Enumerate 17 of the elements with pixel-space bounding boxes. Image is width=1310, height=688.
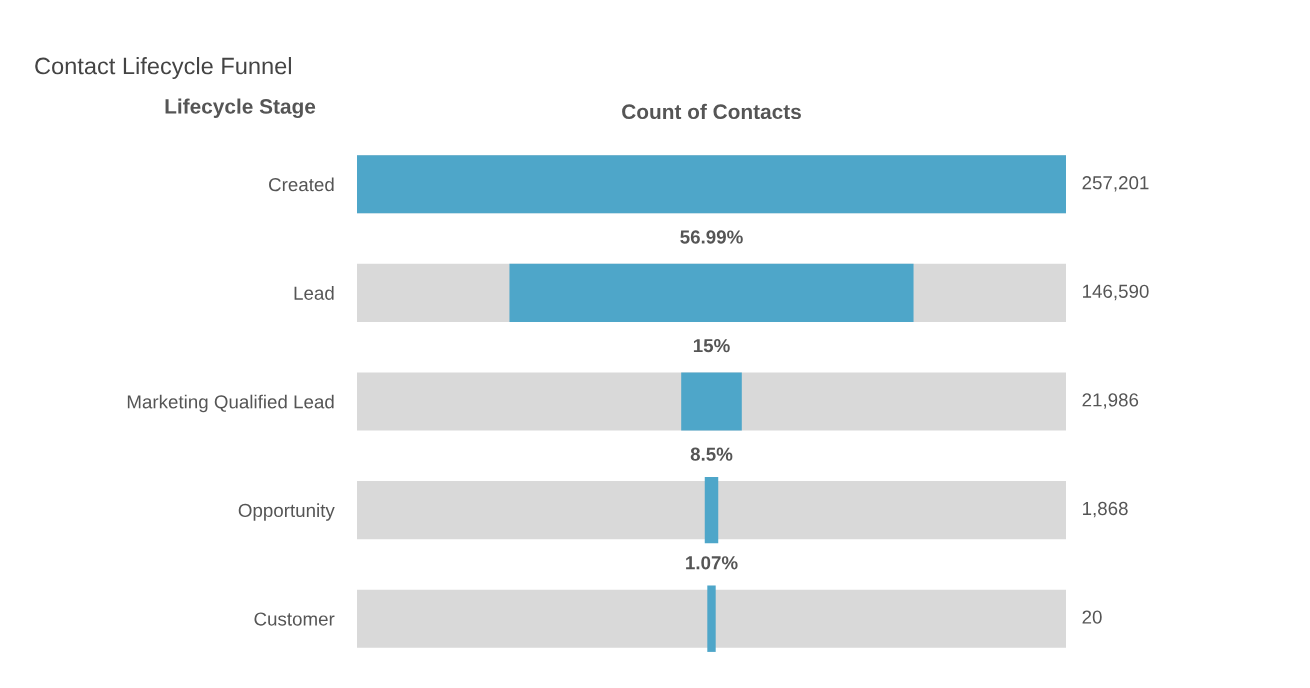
data-label: 146,590 <box>1083 284 1149 301</box>
text: Contact Lifecycle Funnel <box>35 57 291 80</box>
data-label: 1,868 <box>1083 501 1128 518</box>
category-label: Customer <box>254 612 335 626</box>
text: 1.07% <box>686 556 738 570</box>
text: 56.99% <box>680 230 743 244</box>
text: 15% <box>693 339 730 353</box>
text: Lifecycle Stage <box>165 98 316 119</box>
text: 8.5% <box>690 447 733 461</box>
text: Count of Contacts <box>622 103 801 120</box>
data-label: 20 <box>1082 610 1102 624</box>
category-label: Created <box>269 177 334 192</box>
data-label: 257,201 <box>1082 176 1149 192</box>
category-label: Opportunity <box>238 503 335 521</box>
category-label: Marketing Qualified Lead <box>127 394 334 413</box>
category-label: Lead <box>294 286 334 300</box>
data-label: 21,986 <box>1082 393 1139 409</box>
